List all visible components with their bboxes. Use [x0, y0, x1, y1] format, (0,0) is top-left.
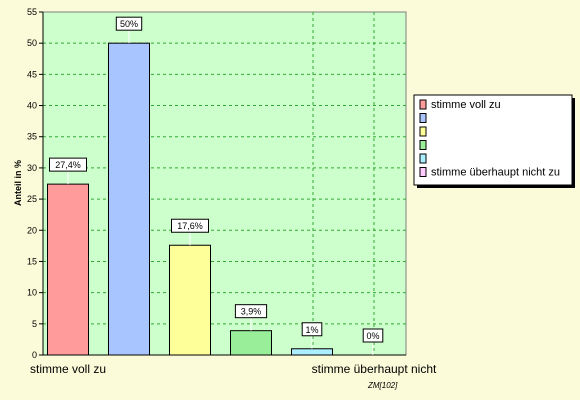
- y-tick-label: 55: [27, 7, 37, 17]
- bar: [230, 330, 272, 356]
- bar: [169, 244, 211, 356]
- legend-swatch: [419, 167, 427, 177]
- data-label-box: [301, 322, 323, 337]
- data-label: 0%: [366, 331, 379, 341]
- bars: [47, 42, 333, 356]
- legend-swatch: [419, 126, 427, 137]
- plot-background: [42, 11, 407, 356]
- legend-swatch: [419, 99, 427, 110]
- legend-swatch: [419, 153, 427, 164]
- data-label-box: [234, 304, 268, 319]
- y-tick-label: 20: [27, 225, 37, 235]
- data-labels: 27,4% 50% 17,6% 3,9% 1% 0%: [49, 16, 384, 355]
- data-label-box: [115, 16, 143, 31]
- data-label: 27,4%: [55, 160, 81, 170]
- data-label-box: [171, 218, 209, 233]
- y-tick-label: 45: [27, 69, 37, 79]
- y-tick-label: 10: [27, 288, 37, 298]
- y-tick-label: 35: [27, 132, 37, 142]
- data-label: 3,9%: [241, 307, 262, 317]
- bar: [291, 348, 333, 356]
- plot-area: [42, 11, 407, 356]
- y-tick-label: 50: [27, 38, 37, 48]
- legend-label: stimme überhaupt nicht zu: [431, 167, 560, 179]
- x-axis-label-last: stimme überhaupt nicht: [312, 362, 437, 376]
- data-label-box: [49, 157, 87, 172]
- legend-swatch: [419, 113, 427, 123]
- footnote: ZM[102]: [367, 381, 398, 390]
- data-label: 1%: [305, 325, 318, 335]
- y-tick-label: 5: [32, 319, 37, 329]
- y-tick-label: 40: [27, 101, 37, 111]
- y-tick-label: 30: [27, 163, 37, 173]
- y-axis-title: Anteil in %: [13, 160, 23, 206]
- y-tick-label: 25: [27, 194, 37, 204]
- gridlines: [43, 12, 406, 355]
- data-label: 17,6%: [177, 221, 203, 231]
- x-axis-label-first: stimme voll zu: [30, 362, 106, 376]
- legend: stimme voll zu stimme überhaupt nicht zu: [413, 94, 575, 188]
- bar: [108, 42, 150, 356]
- legend-box: [413, 94, 573, 186]
- data-label: 50%: [120, 19, 138, 29]
- data-label-box: [362, 328, 384, 343]
- y-tick-label: 0: [32, 350, 37, 360]
- y-axis: 0 5 10 15 20 25 30 35 40 45 50 55: [27, 7, 406, 360]
- legend-swatch: [419, 140, 427, 150]
- legend-label: stimme voll zu: [431, 99, 501, 111]
- bar: [47, 183, 89, 356]
- y-tick-label: 15: [27, 256, 37, 266]
